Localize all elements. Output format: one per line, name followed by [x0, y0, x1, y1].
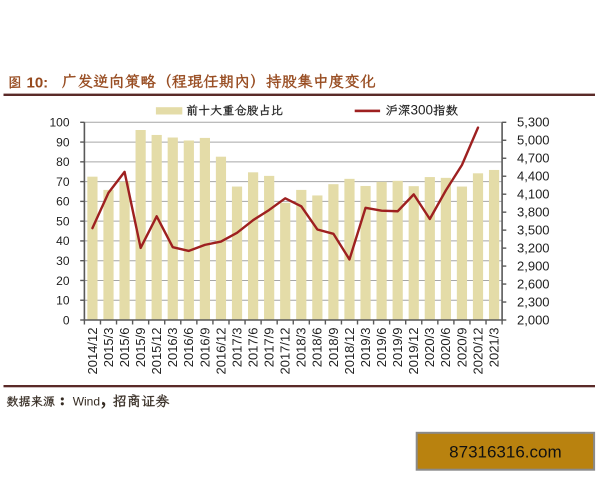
svg-text:2020/3: 2020/3 — [422, 328, 437, 368]
svg-text:3,200: 3,200 — [517, 240, 550, 255]
svg-text:2020/12: 2020/12 — [470, 328, 485, 375]
svg-text:60: 60 — [56, 195, 70, 209]
svg-text:5,300: 5,300 — [517, 115, 550, 130]
svg-text:2,300: 2,300 — [517, 294, 550, 309]
svg-text:2016/6: 2016/6 — [181, 328, 196, 368]
svg-text:100: 100 — [49, 116, 69, 130]
svg-text:2,600: 2,600 — [517, 276, 550, 291]
svg-text:10:: 10: — [27, 75, 49, 92]
svg-text:2018/6: 2018/6 — [310, 328, 325, 368]
svg-text:2016/9: 2016/9 — [197, 328, 212, 368]
svg-text:3,800: 3,800 — [517, 204, 550, 219]
svg-text:2015/3: 2015/3 — [101, 328, 116, 368]
svg-text:2018/3: 2018/3 — [294, 328, 309, 368]
svg-text:2019/3: 2019/3 — [358, 328, 373, 368]
svg-text:2016/12: 2016/12 — [213, 328, 228, 375]
svg-text:10: 10 — [56, 294, 70, 308]
svg-text:2017/9: 2017/9 — [262, 328, 277, 368]
svg-text:70: 70 — [56, 175, 70, 189]
svg-text:2020/9: 2020/9 — [454, 328, 469, 368]
svg-text:2016/3: 2016/3 — [165, 328, 180, 368]
svg-text:2018/12: 2018/12 — [342, 328, 357, 375]
svg-text:2019/9: 2019/9 — [390, 328, 405, 368]
svg-text:2,900: 2,900 — [517, 258, 550, 273]
svg-text:80: 80 — [56, 155, 70, 169]
svg-text:2019/12: 2019/12 — [406, 328, 421, 375]
svg-text:90: 90 — [56, 135, 70, 149]
svg-text:0: 0 — [63, 313, 70, 327]
svg-text:2017/3: 2017/3 — [229, 328, 244, 368]
svg-text:300: 300 — [411, 103, 434, 118]
svg-text:2019/6: 2019/6 — [374, 328, 389, 368]
svg-text:4,400: 4,400 — [517, 169, 550, 184]
svg-text:2018/9: 2018/9 — [326, 328, 341, 368]
svg-text:20: 20 — [56, 274, 70, 288]
svg-text:30: 30 — [56, 254, 70, 268]
svg-text:50: 50 — [56, 214, 70, 228]
svg-text:4,700: 4,700 — [517, 151, 550, 166]
svg-text:2017/12: 2017/12 — [278, 328, 293, 375]
svg-text:2015/9: 2015/9 — [133, 328, 148, 368]
svg-text:2021/3: 2021/3 — [486, 328, 501, 368]
svg-text:4,100: 4,100 — [517, 186, 550, 201]
svg-text:40: 40 — [56, 234, 70, 248]
svg-text:2015/6: 2015/6 — [117, 328, 132, 368]
svg-text:2020/6: 2020/6 — [438, 328, 453, 368]
svg-text:5,000: 5,000 — [517, 133, 550, 148]
svg-text:2017/6: 2017/6 — [245, 328, 260, 368]
svg-text:2,000: 2,000 — [517, 312, 550, 327]
svg-text:87316316.com: 87316316.com — [449, 442, 561, 461]
svg-text:2014/12: 2014/12 — [85, 328, 100, 375]
svg-text:Wind: Wind — [73, 395, 100, 409]
svg-text:3,500: 3,500 — [517, 222, 550, 237]
svg-text:2015/12: 2015/12 — [149, 328, 164, 375]
